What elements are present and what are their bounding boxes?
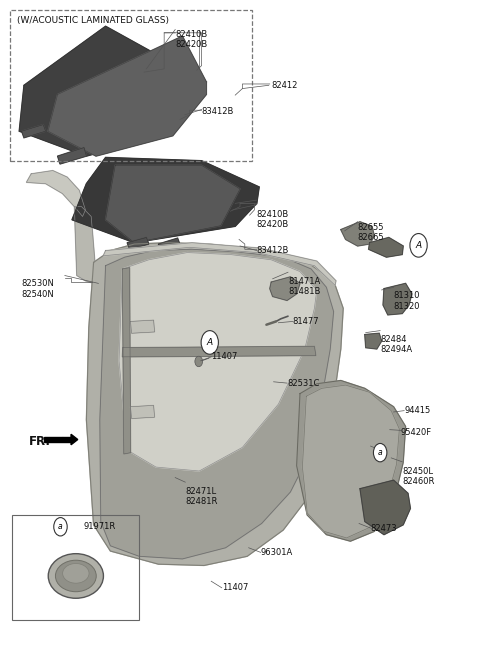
Polygon shape	[74, 207, 96, 283]
Text: 81310
81320: 81310 81320	[394, 291, 420, 311]
Text: 11407: 11407	[222, 583, 248, 592]
Polygon shape	[44, 437, 71, 442]
Polygon shape	[341, 222, 374, 246]
Polygon shape	[365, 333, 382, 349]
Polygon shape	[58, 148, 86, 164]
Polygon shape	[131, 405, 155, 419]
Text: a: a	[378, 448, 383, 457]
Polygon shape	[71, 434, 78, 445]
Polygon shape	[360, 480, 410, 535]
Text: 81477: 81477	[293, 317, 319, 326]
Polygon shape	[383, 283, 412, 315]
Polygon shape	[302, 385, 399, 538]
Text: 82412: 82412	[271, 81, 298, 90]
Polygon shape	[72, 157, 259, 243]
Text: A: A	[207, 338, 213, 347]
Text: 95420F: 95420F	[401, 428, 432, 438]
Ellipse shape	[62, 564, 89, 583]
Text: 82530N
82540N: 82530N 82540N	[22, 279, 54, 299]
Polygon shape	[19, 26, 206, 156]
Text: 82531C: 82531C	[287, 379, 319, 388]
Polygon shape	[127, 237, 149, 249]
Text: A: A	[416, 241, 421, 250]
Text: 82471L
82481R: 82471L 82481R	[185, 487, 217, 506]
Text: 82473: 82473	[371, 523, 397, 533]
Polygon shape	[369, 237, 403, 257]
Polygon shape	[48, 36, 206, 156]
Polygon shape	[22, 125, 46, 138]
Text: 96301A: 96301A	[261, 548, 293, 557]
Text: 94415: 94415	[404, 406, 431, 415]
Polygon shape	[122, 268, 131, 454]
Polygon shape	[122, 346, 316, 357]
Text: (W/ACOUSTIC LAMINATED GLASS): (W/ACOUSTIC LAMINATED GLASS)	[17, 16, 169, 26]
Text: 82410B
82420B: 82410B 82420B	[175, 30, 207, 49]
Polygon shape	[270, 277, 300, 300]
Polygon shape	[297, 380, 406, 541]
Text: 83412B: 83412B	[202, 107, 234, 116]
Text: 91971R: 91971R	[84, 522, 116, 531]
Ellipse shape	[48, 554, 104, 598]
Polygon shape	[158, 238, 180, 251]
Text: 11407: 11407	[211, 352, 238, 361]
Circle shape	[195, 356, 203, 367]
Ellipse shape	[55, 560, 96, 592]
Polygon shape	[103, 243, 336, 285]
Polygon shape	[106, 165, 240, 243]
Polygon shape	[26, 171, 85, 216]
Circle shape	[54, 518, 67, 536]
Circle shape	[201, 331, 218, 354]
Text: 81471A
81481B: 81471A 81481B	[288, 277, 320, 297]
Polygon shape	[86, 243, 343, 565]
Circle shape	[373, 443, 387, 462]
Text: 83412B: 83412B	[257, 246, 289, 255]
Text: 82450L
82460R: 82450L 82460R	[402, 467, 434, 487]
Text: FR.: FR.	[29, 435, 51, 448]
Polygon shape	[131, 320, 155, 333]
Text: 82484
82494A: 82484 82494A	[380, 335, 412, 354]
Polygon shape	[100, 249, 334, 559]
Circle shape	[410, 234, 427, 257]
Text: 82410B
82420B: 82410B 82420B	[257, 210, 289, 230]
Text: 82655
82665: 82655 82665	[358, 223, 384, 243]
Text: a: a	[58, 522, 63, 531]
Polygon shape	[119, 253, 317, 471]
